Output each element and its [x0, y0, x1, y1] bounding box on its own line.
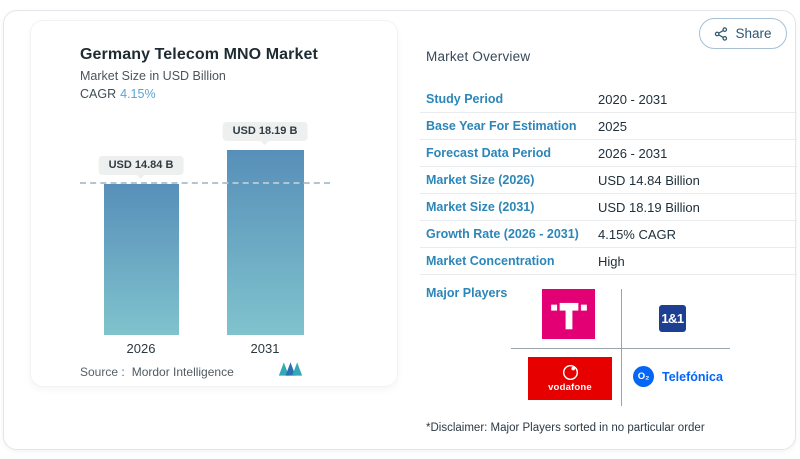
main-panel: USD 14.84 B USD 18.19 B Germany Telecom …	[3, 10, 797, 450]
x-axis-label-2026: 2026	[126, 341, 156, 356]
row-label: Market Concentration	[426, 254, 555, 268]
table-row-market-size-2026: Market Size (2026) USD 14.84 Billion	[420, 167, 797, 194]
row-label: Base Year For Estimation	[426, 119, 577, 133]
bar-2031	[227, 150, 304, 335]
market-overview-table: Study Period 2020 - 2031 Base Year For E…	[420, 86, 797, 275]
share-button[interactable]: Share	[699, 18, 787, 49]
vodafone-logo-text: vodafone	[548, 382, 592, 393]
source-name: Mordor Intelligence	[131, 365, 234, 379]
telefonica-logo: O₂ Telefónica	[633, 366, 723, 387]
o2-circle-icon: O₂	[633, 366, 654, 387]
table-row-market-size-2031: Market Size (2031) USD 18.19 Billion	[420, 194, 797, 221]
row-label: Study Period	[426, 92, 504, 106]
row-label: Growth Rate (2026 - 2031)	[426, 227, 579, 241]
table-row-market-concentration: Market Concentration High	[420, 248, 797, 275]
telekom-t-icon	[550, 302, 587, 330]
table-row-study-period: Study Period 2020 - 2031	[420, 86, 797, 113]
one-and-one-logo: 1&1	[659, 305, 686, 332]
row-value: 2026 - 2031	[598, 145, 668, 161]
deutsche-telekom-logo	[542, 289, 595, 339]
bar-2026	[104, 184, 179, 335]
chart-cagr: CAGR 4.15%	[80, 87, 318, 101]
share-button-label: Share	[735, 26, 772, 41]
row-label: Market Size (2026)	[426, 173, 535, 187]
cagr-value: 4.15%	[120, 87, 156, 101]
row-label: Market Size (2031)	[426, 200, 535, 214]
table-row-growth-rate: Growth Rate (2026 - 2031) 4.15% CAGR	[420, 221, 797, 248]
chart-title: Germany Telecom MNO Market	[80, 46, 318, 63]
table-row-forecast-period: Forecast Data Period 2026 - 2031	[420, 140, 797, 167]
row-value: 2025	[598, 118, 627, 134]
row-label: Forecast Data Period	[426, 146, 552, 160]
row-value: 4.15% CAGR	[598, 226, 677, 242]
table-row-base-year: Base Year For Estimation 2025	[420, 113, 797, 140]
bar-value-label-2031: USD 18.19 B	[222, 122, 308, 145]
source-attribution: Source : Mordor Intelligence	[80, 365, 234, 379]
market-size-chart-card: USD 14.84 B USD 18.19 B Germany Telecom …	[31, 21, 397, 386]
bar-value-label-2026: USD 14.84 B	[98, 156, 184, 179]
players-grid-horizontal-divider	[511, 348, 730, 349]
cagr-label: CAGR	[80, 87, 117, 101]
row-value: High	[598, 253, 625, 269]
page-title: Market Overview	[426, 49, 531, 64]
row-value: 2020 - 2031	[598, 91, 668, 107]
chart-subtitle: Market Size in USD Billion	[80, 69, 226, 83]
row-value: USD 14.84 Billion	[598, 172, 700, 188]
o2-text: O₂	[637, 371, 650, 382]
source-label: Source :	[80, 365, 125, 379]
players-grid-vertical-divider	[621, 289, 622, 406]
x-axis-label-2031: 2031	[250, 341, 280, 356]
share-icon	[714, 26, 728, 41]
telefonica-logo-text: Telefónica	[662, 369, 723, 384]
one-and-one-logo-text: 1&1	[661, 311, 684, 326]
major-players-label: Major Players	[426, 286, 508, 300]
mordor-intelligence-logo-icon	[278, 361, 303, 382]
vodafone-logo: vodafone	[528, 357, 612, 400]
target-dashed-line	[80, 182, 330, 184]
bar-chart: USD 14.84 B USD 18.19 B	[31, 21, 397, 335]
vodafone-speechmark-icon	[562, 364, 578, 381]
players-disclaimer: *Disclaimer: Major Players sorted in no …	[426, 422, 705, 434]
chart-header: Germany Telecom MNO Market Market Size i…	[80, 46, 318, 101]
row-value: USD 18.19 Billion	[598, 199, 700, 215]
